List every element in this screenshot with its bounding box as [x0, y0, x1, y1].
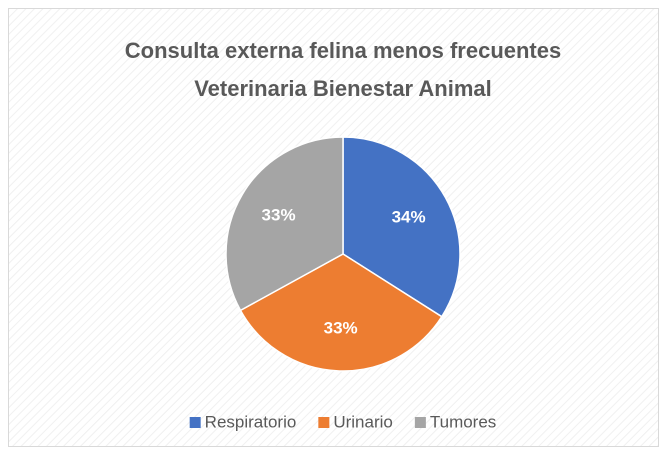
data-label: 33% — [324, 318, 358, 337]
chart-title: Veterinaria Bienestar Animal — [194, 76, 492, 101]
legend-label: Respiratorio — [205, 412, 297, 431]
legend-label: Urinario — [333, 412, 393, 431]
legend-label: Tumores — [430, 412, 496, 431]
data-label: 33% — [262, 205, 296, 224]
legend-swatch — [318, 417, 330, 428]
legend-swatch — [414, 417, 426, 428]
legend-swatch — [189, 417, 201, 428]
pie-slice — [225, 136, 344, 312]
chart-title: Consulta externa felina menos frecuentes — [125, 38, 561, 63]
data-label: 34% — [392, 207, 426, 226]
